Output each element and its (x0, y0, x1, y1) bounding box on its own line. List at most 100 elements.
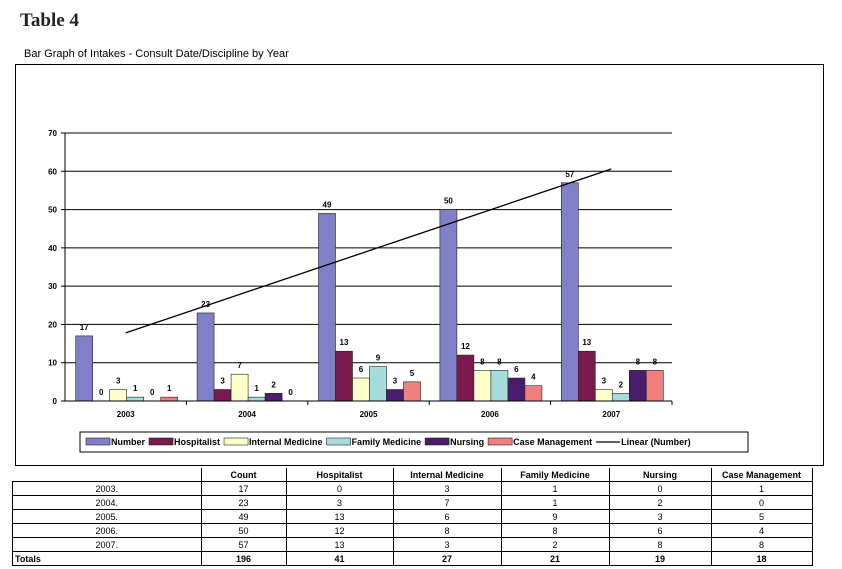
data-label: 0 (150, 388, 155, 397)
x-tick-label: 2007 (602, 410, 620, 419)
table-cell: 27 (392, 551, 502, 566)
bar-hospitalist (213, 389, 232, 402)
column-header: Internal Medicine (392, 468, 502, 482)
bar-family-medicine (611, 393, 630, 402)
trendline (125, 168, 612, 334)
y-tick-label: 50 (48, 206, 57, 215)
data-label: 2 (271, 380, 276, 389)
table-row: 2004. 23 3 7 1 2 0 (12, 495, 813, 510)
data-label: 8 (636, 357, 641, 366)
legend-swatch (326, 437, 351, 446)
table-cell: 41 (285, 551, 394, 566)
table-cell: 3 (608, 509, 712, 524)
y-tick-label: 40 (48, 244, 57, 253)
table-row: 2003. 17 0 3 1 0 1 (12, 481, 813, 496)
legend-swatch (223, 437, 249, 446)
data-label: 49 (323, 200, 332, 209)
table-cell: 0 (608, 481, 712, 496)
table-cell: 12 (285, 523, 394, 538)
chart-title: Bar Graph of Intakes - Consult Date/Disc… (24, 48, 289, 60)
legend-label: Linear (Number) (621, 437, 691, 447)
bar-number (75, 335, 93, 402)
row-label: 2005. (12, 509, 202, 524)
data-table: Count Hospitalist Internal Medicine Family … (12, 468, 813, 566)
bar-internal-medicine (230, 373, 249, 402)
legend-label: Family Medicine (352, 437, 422, 447)
table-row: 2006. 50 12 8 8 6 4 (12, 523, 813, 538)
bar-number (196, 312, 215, 402)
row-label: 2007. (12, 537, 202, 552)
data-label: 6 (514, 365, 519, 374)
data-label: 0 (288, 388, 293, 397)
bar-number (318, 213, 336, 402)
table-cell: 57 (200, 537, 287, 552)
data-label: 3 (220, 377, 225, 386)
data-label: 57 (565, 170, 574, 179)
bar-case-management (403, 381, 421, 402)
bar-internal-medicine (352, 377, 370, 402)
column-header (13, 468, 202, 482)
table-row: 2005. 49 13 6 9 3 5 (12, 509, 813, 524)
table-cell: 13 (285, 509, 394, 524)
table-cell: 21 (500, 551, 610, 566)
table-cell: 49 (200, 509, 287, 524)
legend-label: Number (111, 437, 146, 447)
data-label: 1 (133, 384, 138, 393)
row-label: Totals (12, 551, 202, 566)
row-label: 2006. (12, 523, 202, 538)
table-cell: 6 (608, 523, 712, 538)
column-header: Nursing (608, 468, 712, 482)
data-label: 9 (376, 354, 381, 363)
table-cell: 23 (200, 495, 287, 510)
table-cell: 3 (392, 481, 502, 496)
column-header: Count (200, 468, 287, 482)
data-label: 3 (602, 377, 607, 386)
table-cell: 7 (392, 495, 502, 510)
column-header: Case Management (710, 468, 813, 482)
y-tick-label: 70 (48, 129, 57, 138)
table-cell: 13 (285, 537, 394, 552)
table-cell: 8 (392, 523, 502, 538)
bar-nursing (386, 389, 404, 402)
table-cell: 0 (710, 495, 813, 510)
row-label: 2004. (12, 495, 202, 510)
table-cell: 50 (200, 523, 287, 538)
x-tick-label: 2004 (238, 410, 256, 419)
bar-internal-medicine (594, 389, 613, 402)
row-label: 2003. (12, 481, 202, 496)
page-title: Table 4 (20, 10, 79, 31)
column-header: Family Medicine (500, 468, 610, 482)
data-label: 13 (582, 338, 591, 347)
data-label: 1 (167, 384, 172, 393)
data-label: 7 (237, 361, 242, 370)
legend (79, 431, 749, 453)
bar-hospitalist (577, 350, 596, 402)
y-tick-label: 10 (48, 359, 57, 368)
table-cell: 8 (500, 523, 610, 538)
bar-hospitalist (335, 350, 353, 402)
data-label: 3 (116, 377, 121, 386)
totals-row: Totals 196 41 27 21 19 18 (12, 551, 813, 566)
chart-area (15, 64, 824, 466)
bar-internal-medicine (473, 370, 492, 402)
data-label: 1 (254, 384, 259, 393)
bar-case-management (645, 370, 664, 402)
bar-internal-medicine (109, 389, 127, 402)
bar-family-medicine (490, 370, 509, 402)
x-tick-label: 2003 (117, 410, 135, 419)
table-cell: 5 (710, 509, 813, 524)
data-label: 8 (653, 357, 658, 366)
data-label: 5 (410, 369, 415, 378)
table-cell: 18 (710, 551, 813, 566)
data-label: 8 (497, 357, 502, 366)
data-label: 4 (531, 373, 536, 382)
bar-family-medicine (247, 396, 266, 402)
legend-label: Case Management (513, 437, 592, 447)
table-cell: 0 (285, 481, 394, 496)
table-cell: 3 (285, 495, 394, 510)
bar-case-management (524, 385, 543, 402)
data-label: 2 (619, 380, 624, 389)
table-cell: 196 (200, 551, 287, 566)
x-tick-label: 2005 (360, 410, 378, 419)
data-label: 3 (393, 377, 398, 386)
